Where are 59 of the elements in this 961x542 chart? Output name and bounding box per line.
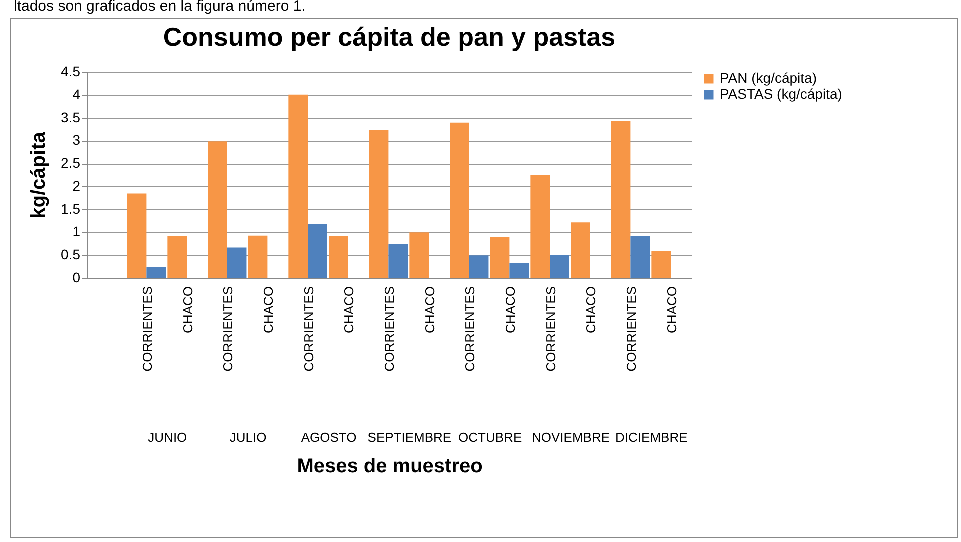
- bar: [611, 121, 631, 278]
- text: DICIEMBRE: [616, 430, 688, 445]
- bar: [530, 175, 550, 278]
- x-tick-label: CHACO: [180, 286, 196, 334]
- x-tick-label: CORRIENTES: [543, 286, 558, 372]
- y-tick-label: 1: [72, 224, 81, 240]
- legend-label: PAN (kg/cápita): [720, 70, 817, 86]
- x-tick-label: CHACO: [422, 286, 438, 334]
- bar: [550, 255, 570, 278]
- bar: [571, 222, 590, 278]
- bar: [248, 236, 268, 278]
- text: NOVIEMBRE: [532, 430, 610, 445]
- y-tick-label: 0.5: [61, 246, 81, 263]
- bar: [469, 256, 489, 278]
- bar: [450, 122, 470, 278]
- bar: [329, 236, 348, 278]
- bar: [227, 248, 247, 278]
- y-tick-label: 2.5: [61, 155, 81, 172]
- bar: [208, 142, 228, 278]
- text: JUNIO: [148, 430, 188, 445]
- x-tick-label: CHACO: [664, 286, 680, 334]
- x-tick-label: CORRIENTES: [140, 286, 155, 372]
- x-tick-label: CORRIENTES: [462, 286, 478, 372]
- y-axis-title: kg/cápita: [28, 131, 50, 219]
- x-tick-label: CORRIENTES: [382, 286, 397, 372]
- bar: [630, 236, 650, 278]
- x-tick-label: CORRIENTES: [301, 286, 316, 372]
- bar: [146, 267, 166, 278]
- x-tick-label: CHACO: [584, 286, 599, 334]
- y-tick-label: 3.5: [61, 109, 81, 126]
- bar: [127, 194, 147, 278]
- bar: [168, 236, 188, 278]
- bar: [388, 244, 408, 278]
- bar: [288, 94, 308, 278]
- y-tick-label: 4: [72, 86, 81, 102]
- y-tick-label: 0: [72, 270, 81, 286]
- bar: [308, 224, 328, 278]
- x-tick-label: CHACO: [342, 286, 357, 334]
- bar: [652, 251, 672, 278]
- text: ltados son graficados en la figura número 1.: [14, 0, 306, 15]
- y-tick-label: 3: [72, 132, 81, 148]
- bar: [369, 130, 389, 278]
- text: AGOSTO: [301, 430, 357, 445]
- y-tick-label: 2: [72, 178, 81, 194]
- x-axis-title: Meses de muestreo: [297, 456, 483, 478]
- chart-title: Consumo per cápita de pan y pastas: [163, 22, 616, 52]
- x-tick-label: CORRIENTES: [220, 286, 236, 372]
- text: OCTUBRE: [458, 430, 522, 445]
- bar: [510, 263, 530, 278]
- y-tick-label: 1.5: [61, 200, 81, 217]
- text: JULIO: [230, 430, 267, 445]
- bar: [490, 237, 510, 278]
- legend-label: PASTAS (kg/cápita): [720, 86, 842, 102]
- x-tick-label: CHACO: [503, 286, 518, 334]
- bar: [410, 232, 430, 278]
- x-tick-label: CORRIENTES: [624, 286, 639, 372]
- x-tick-label: CHACO: [261, 286, 276, 334]
- y-tick-label: 4.5: [61, 64, 81, 80]
- text: SEPTIEMBRE: [368, 430, 452, 445]
